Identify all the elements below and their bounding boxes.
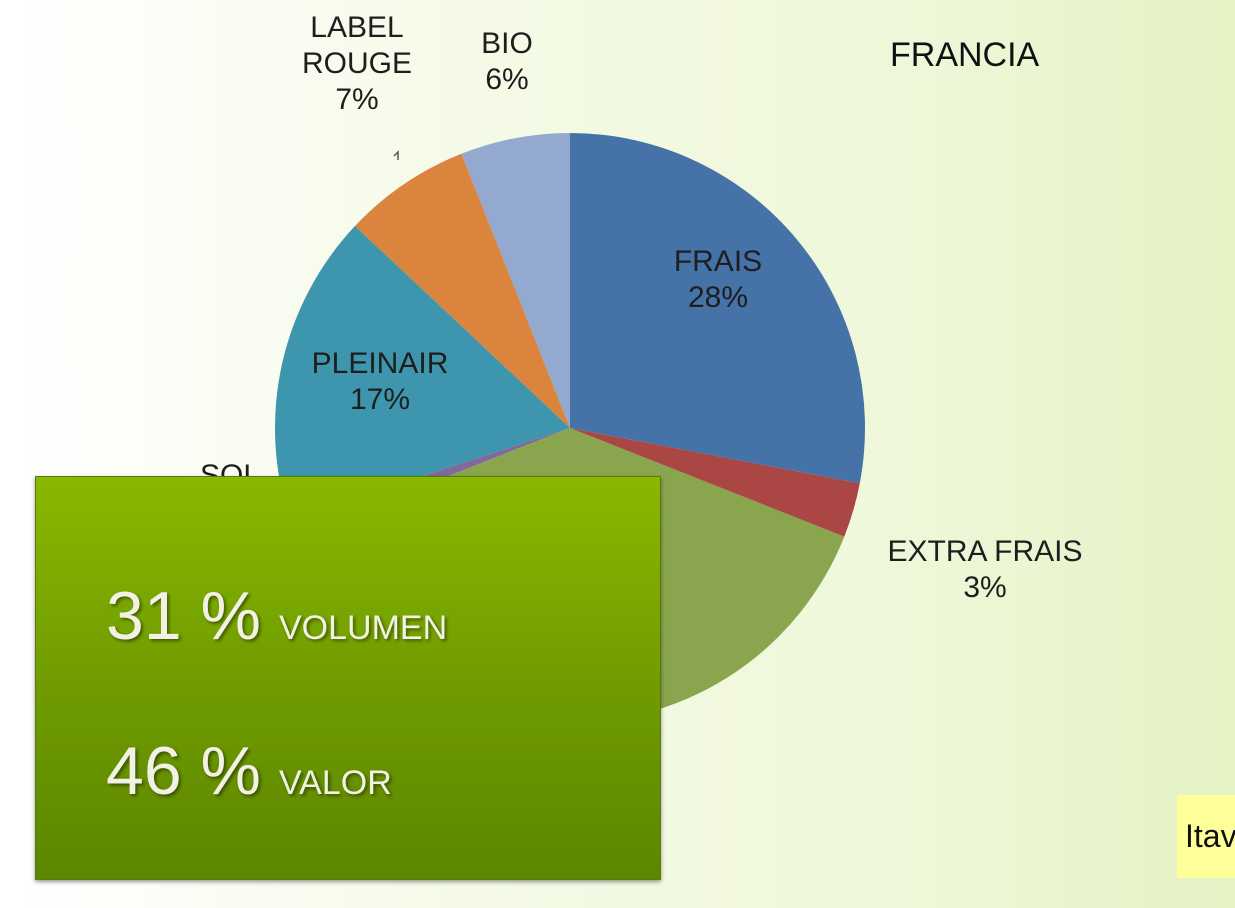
summary-box: 31 % VOLUMEN 46 % VALOR — [35, 476, 661, 880]
slice-percent: 7% — [335, 83, 379, 116]
value-row: 46 % VALOR — [106, 732, 392, 810]
pie-slice — [461, 133, 570, 428]
volume-value: 31 % — [106, 578, 261, 654]
slice-name: PLEINAIR — [311, 347, 449, 380]
value-value: 46 % — [106, 733, 261, 809]
pie-slice — [354, 153, 570, 428]
slice-label: EXTRA FRAIS 3% — [835, 534, 1135, 606]
slice-name: LABEL ROUGE — [301, 11, 412, 80]
slice-name: EXTRA FRAIS — [887, 535, 1083, 568]
pie-slice — [275, 226, 570, 520]
slice-percent: 28% — [687, 281, 749, 314]
slice-label: LABEL ROUGE 7% — [282, 10, 432, 118]
value-label: VALOR — [279, 764, 392, 802]
slice-label: BIO 6% — [457, 26, 557, 98]
volume-label: VOLUMEN — [279, 609, 448, 647]
slice-percent: 17% — [349, 383, 411, 416]
leader-line — [393, 150, 399, 160]
source: Itavi — [1177, 795, 1235, 878]
volume-row: 31 % VOLUMEN — [106, 577, 447, 655]
pie-slice — [570, 428, 860, 537]
pie-slice — [570, 133, 865, 484]
slice-percent: 6% — [485, 63, 529, 96]
slice-label: FRAIS 28% — [618, 244, 818, 316]
chart-title: FRANCIA — [890, 36, 1040, 74]
slice-name: BIO — [481, 27, 533, 60]
slice-percent: 3% — [963, 571, 1007, 604]
slice-name: FRAIS — [673, 245, 763, 278]
slice-label: PLEINAIR 17% — [280, 346, 480, 418]
